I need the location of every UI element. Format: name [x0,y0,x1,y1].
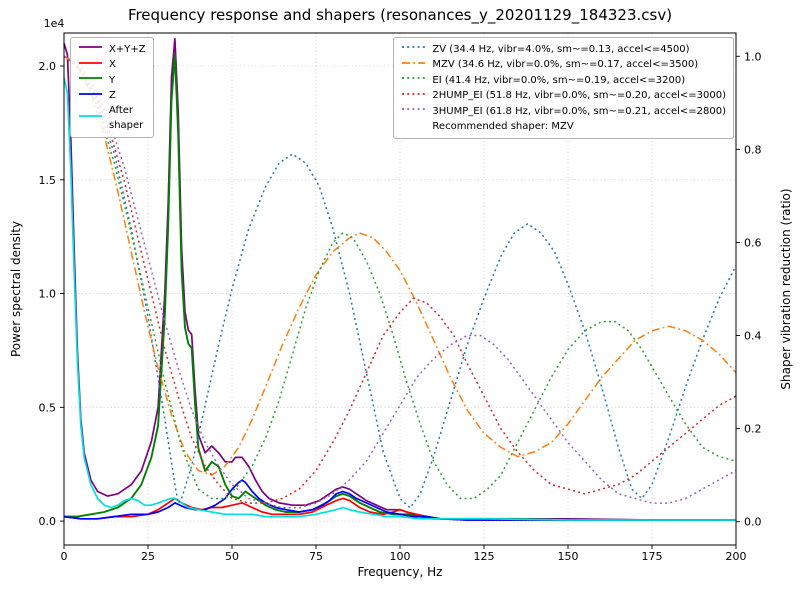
x-tick-label: 100 [390,550,411,563]
x-tick-label: 75 [309,550,323,563]
legend-item-3hump-ei: 3HUMP_EI (61.8 Hz, vibr=0.0%, sm~=0.21, … [401,104,726,120]
y-left-tick-label: 1.5 [39,174,57,187]
series-2hump-ei [63,55,737,504]
legend-shapers: ZV (34.4 Hz, vibr=4.0%, sm~=0.13, accel<… [393,37,734,139]
y-left-tick-label: 0.5 [39,401,57,414]
legend-label: ZV (34.4 Hz, vibr=4.0%, sm~=0.13, accel<… [432,43,690,55]
series-after-shaper [63,77,736,521]
x-axis-label: Frequency, Hz [357,565,443,579]
legend-label: X [109,59,116,70]
legend-item-zv: ZV (34.4 Hz, vibr=4.0%, sm~=0.13, accel<… [401,42,726,58]
series-zv [63,55,737,509]
legend-line-sample [78,58,103,74]
legend-line-sample [401,104,426,120]
legend-line-sample [78,89,103,105]
x-tick-label: 200 [726,550,747,563]
y-left-tick-label: 2.0 [39,60,57,73]
legend-item-x-y-z: X+Y+Z [78,42,146,58]
legend-label: After shaper [109,105,144,131]
legend-item-2hump-ei: 2HUMP_EI (51.8 Hz, vibr=0.0%, sm~=0.20, … [401,89,726,105]
legend-item-x: X [78,58,146,74]
legend-item-after-shaper: After shaper [78,104,146,133]
y-right-tick-label: 0.4 [744,330,762,343]
legend-label: Z [109,90,116,101]
series-x [63,497,736,521]
legend-item-z: Z [78,89,146,105]
legend-line-sample [78,111,103,127]
x-tick-label: 50 [225,550,239,563]
y-right-tick-label: 0.2 [744,423,762,436]
y-left-offset-label: 1e4 [44,17,65,30]
x-tick-label: 25 [141,550,155,563]
legend-line-sample [401,42,426,58]
legend-label: EI (41.4 Hz, vibr=0.0%, sm~=0.19, accel<… [432,74,686,86]
legend-label: MZV (34.6 Hz, vibr=0.0%, sm~=0.17, accel… [432,59,699,70]
y-right-tick-label: 0.0 [744,516,762,529]
legend-label: Recommended shaper: MZV [432,120,574,132]
legend-line-sample [401,58,426,74]
series-3hump-ei [63,55,737,509]
y-left-tick-label: 1.0 [39,288,57,301]
chart-title: Frequency response and shapers (resonanc… [127,6,673,24]
x-tick-label: 150 [558,550,579,563]
series-y [64,53,736,521]
series-x-y-z [63,37,736,521]
legend-label: X+Y+Z [109,43,146,55]
x-tick-label: 175 [642,550,663,563]
series-z [63,479,736,521]
x-tick-label: 125 [474,550,495,563]
y-left-tick-label: 0.0 [39,515,57,528]
legend-label: Y [109,74,116,86]
y-axis-label-right: Shaper vibration reduction (ratio) [779,188,793,390]
series-ei [63,55,737,500]
x-tick-label: 0 [61,550,68,563]
legend-item-ei: EI (41.4 Hz, vibr=0.0%, sm~=0.19, accel<… [401,73,726,89]
legend-line-sample [401,73,426,89]
legend-line-sample [78,42,103,58]
legend-item-y: Y [78,73,146,89]
legend-psd: X+Y+Z X Y Z After shaper [70,37,154,138]
y-right-tick-label: 0.8 [744,143,762,156]
legend-label: 3HUMP_EI (61.8 Hz, vibr=0.0%, sm~=0.21, … [432,105,726,117]
legend-item-recommended: Recommended shaper: MZV [401,120,726,135]
legend-line-sample [401,89,426,105]
legend-item-mzv: MZV (34.6 Hz, vibr=0.0%, sm~=0.17, accel… [401,58,726,74]
y-axis-label-left: Power spectral density [9,220,23,358]
y-right-tick-label: 1.0 [744,50,762,63]
legend-line-sample [78,73,103,89]
legend-label: 2HUMP_EI (51.8 Hz, vibr=0.0%, sm~=0.20, … [432,90,726,101]
y-right-tick-label: 0.6 [744,236,762,249]
series-mzv [63,55,737,476]
